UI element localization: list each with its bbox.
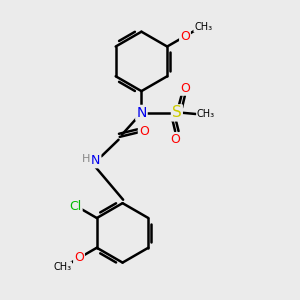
Text: O: O	[74, 251, 84, 264]
Text: O: O	[180, 82, 190, 95]
Text: O: O	[170, 133, 180, 146]
Text: CH₃: CH₃	[53, 262, 71, 272]
Text: S: S	[172, 105, 182, 120]
Text: CH₃: CH₃	[194, 22, 212, 32]
Text: N: N	[91, 154, 100, 167]
Text: CH₃: CH₃	[197, 109, 215, 119]
Text: Cl: Cl	[69, 200, 82, 213]
Text: O: O	[180, 30, 190, 43]
Text: H: H	[82, 154, 91, 164]
Text: N: N	[136, 106, 147, 120]
Text: O: O	[139, 124, 149, 138]
